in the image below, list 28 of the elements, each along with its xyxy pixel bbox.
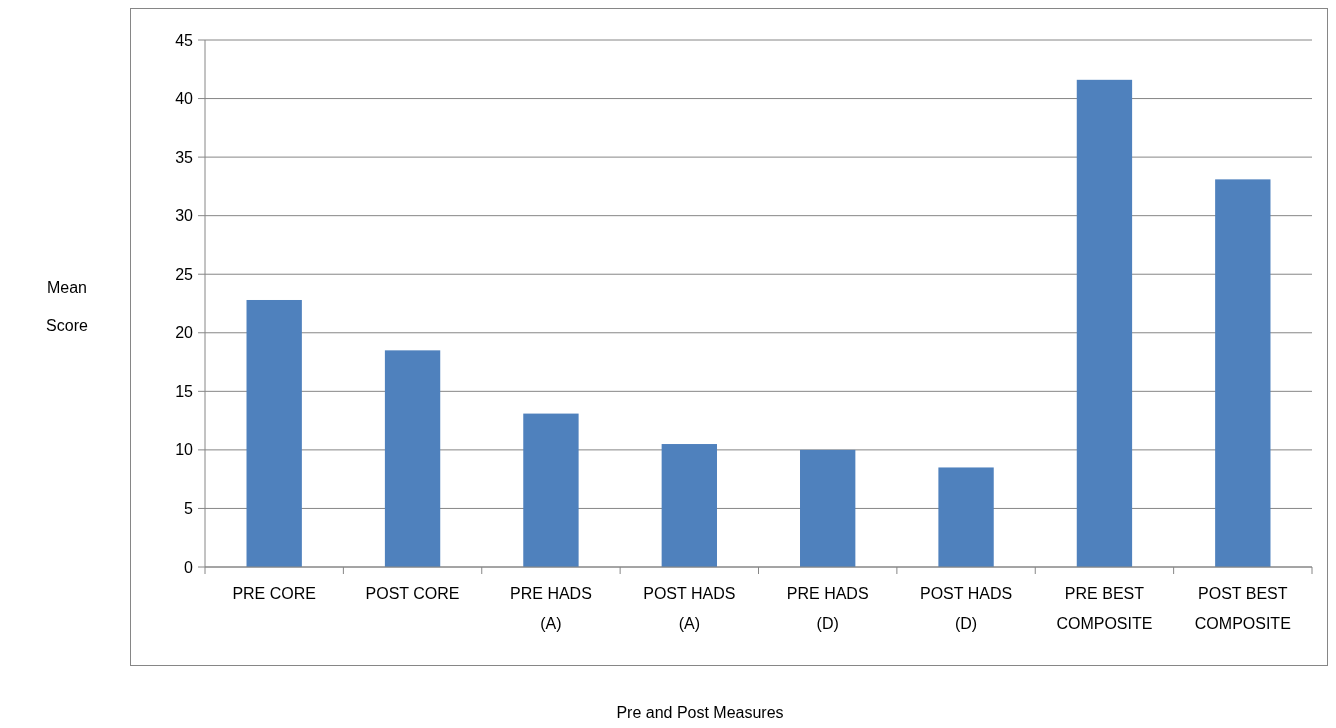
bar [661, 444, 717, 567]
x-tick-label: POST BEST COMPOSITE [1194, 585, 1291, 632]
bar [246, 299, 302, 567]
y-tick-label: 35 [175, 148, 194, 166]
y-tick-label: 45 [175, 31, 194, 49]
x-tick-label: PRE HADS (A) [510, 585, 592, 632]
y-tick-label: 15 [175, 382, 194, 400]
y-tick-label: 30 [175, 207, 194, 225]
x-tick-label: POST CORE [365, 585, 460, 602]
y-tick-label: 0 [184, 558, 194, 576]
x-axis-title: Pre and Post Measures [616, 704, 784, 721]
y-tick-label: 5 [184, 500, 194, 518]
x-tick-label: POST HADS (D) [919, 585, 1013, 632]
bar [938, 467, 994, 567]
bar [800, 449, 856, 567]
bar [1076, 79, 1133, 567]
x-tick-label: PRE CORE [232, 585, 316, 602]
bar [1215, 179, 1271, 567]
y-tick-label: 40 [175, 90, 194, 108]
y-tick-label: 25 [175, 265, 194, 283]
bar [384, 350, 441, 567]
x-tick-label: POST HADS (A) [643, 585, 736, 632]
x-tick-label: PRE HADS (D) [786, 585, 869, 632]
y-tick-label: 20 [175, 324, 194, 342]
bar [523, 413, 579, 567]
text: Mean Score [46, 279, 88, 334]
x-tick-label: PRE BEST COMPOSITE [1056, 585, 1153, 632]
y-tick-label: 10 [175, 441, 194, 459]
